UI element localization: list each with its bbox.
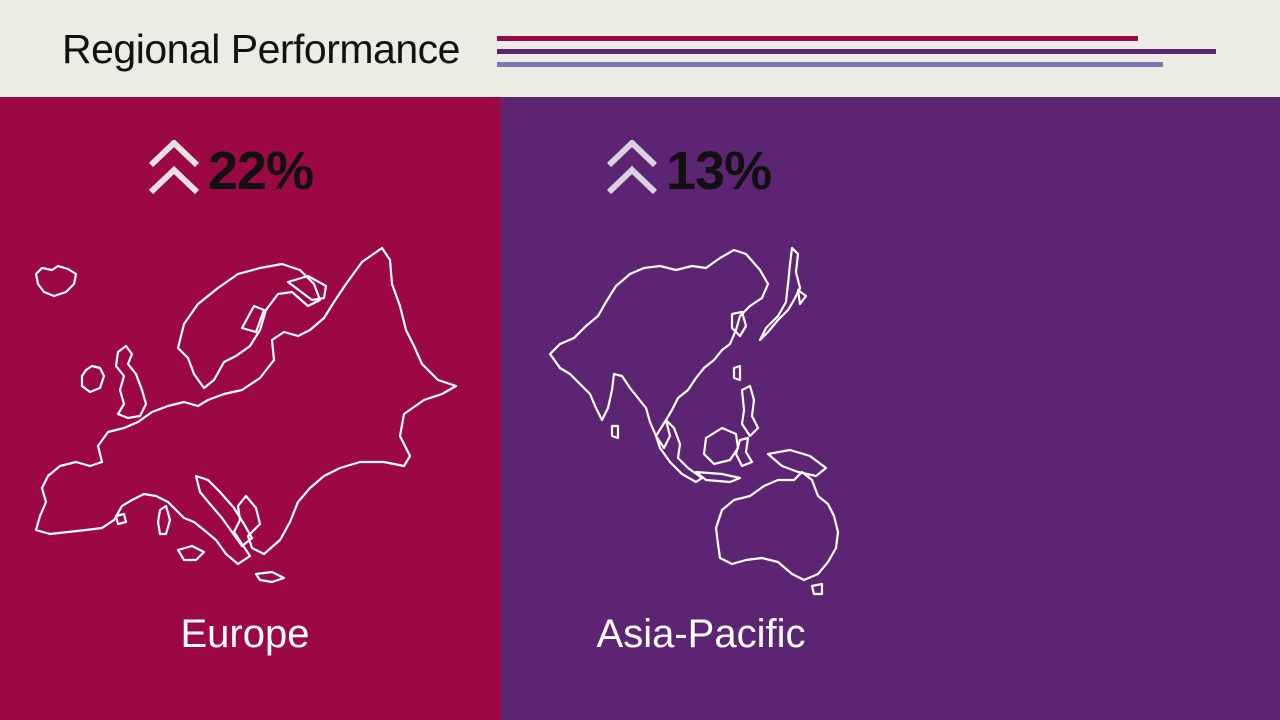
europe-map-outline xyxy=(34,246,458,584)
europe-change-value: 22% xyxy=(208,141,314,201)
header-bar: Regional Performance xyxy=(0,0,1280,97)
asia-pacific-change-value: 13% xyxy=(666,141,772,201)
double-chevron-up-icon xyxy=(606,140,658,195)
double-chevron-up-icon xyxy=(148,140,200,195)
europe-metric: 22% xyxy=(148,138,348,202)
decorative-line-2 xyxy=(497,49,1216,54)
europe-panel xyxy=(0,97,501,720)
europe-label: Europe xyxy=(180,612,310,656)
page-title: Regional Performance xyxy=(62,26,460,72)
asia-pacific-map-outline xyxy=(548,246,840,596)
asia-pacific-metric: 13% xyxy=(606,138,806,202)
decorative-line-1 xyxy=(497,36,1138,41)
decorative-line-3 xyxy=(497,62,1163,67)
asia-pacific-panel xyxy=(501,97,1280,720)
asia-pacific-label: Asia-Pacific xyxy=(596,612,806,656)
